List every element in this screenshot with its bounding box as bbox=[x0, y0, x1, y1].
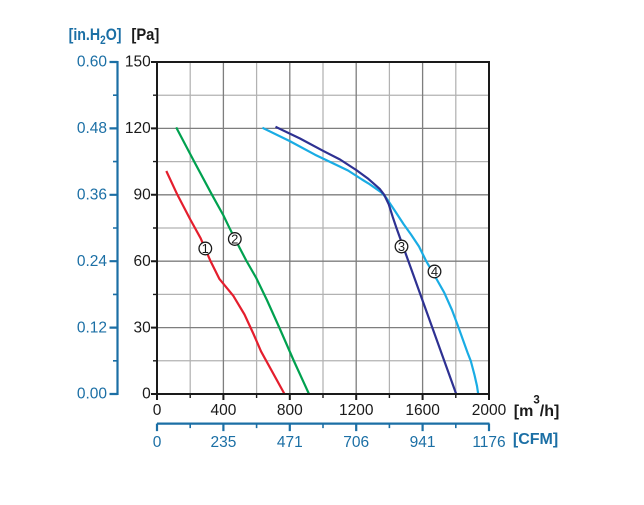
svg-text:1: 1 bbox=[202, 241, 209, 256]
svg-text:[in.H2O]: [in.H2O] bbox=[69, 26, 122, 48]
svg-text:[CFM]: [CFM] bbox=[513, 431, 558, 448]
svg-text:4: 4 bbox=[431, 264, 438, 279]
svg-text:3: 3 bbox=[398, 239, 405, 254]
svg-text:1176: 1176 bbox=[472, 434, 505, 451]
svg-text:150: 150 bbox=[125, 54, 151, 71]
svg-text:0: 0 bbox=[153, 434, 162, 451]
svg-text:0.12: 0.12 bbox=[77, 319, 107, 336]
svg-text:471: 471 bbox=[277, 434, 303, 451]
svg-text:235: 235 bbox=[210, 434, 236, 451]
svg-text:0: 0 bbox=[142, 386, 151, 403]
svg-text:0.00: 0.00 bbox=[77, 386, 108, 403]
svg-text:0.48: 0.48 bbox=[77, 120, 107, 137]
svg-text:0.24: 0.24 bbox=[77, 253, 108, 270]
svg-text:2000: 2000 bbox=[472, 402, 507, 419]
svg-text:60: 60 bbox=[134, 253, 152, 270]
svg-text:[Pa]: [Pa] bbox=[131, 26, 159, 44]
svg-text:1600: 1600 bbox=[405, 402, 440, 419]
svg-text:0.60: 0.60 bbox=[77, 54, 108, 71]
svg-text:706: 706 bbox=[343, 434, 369, 451]
svg-text:800: 800 bbox=[277, 402, 303, 419]
svg-text:400: 400 bbox=[210, 402, 236, 419]
svg-text:30: 30 bbox=[134, 319, 152, 336]
svg-text:0.36: 0.36 bbox=[77, 187, 107, 204]
svg-text:2: 2 bbox=[231, 232, 238, 247]
svg-text:941: 941 bbox=[410, 434, 436, 451]
svg-text:0: 0 bbox=[153, 402, 162, 419]
svg-text:1200: 1200 bbox=[339, 402, 374, 419]
svg-text:90: 90 bbox=[134, 187, 152, 204]
svg-text:120: 120 bbox=[125, 120, 151, 137]
